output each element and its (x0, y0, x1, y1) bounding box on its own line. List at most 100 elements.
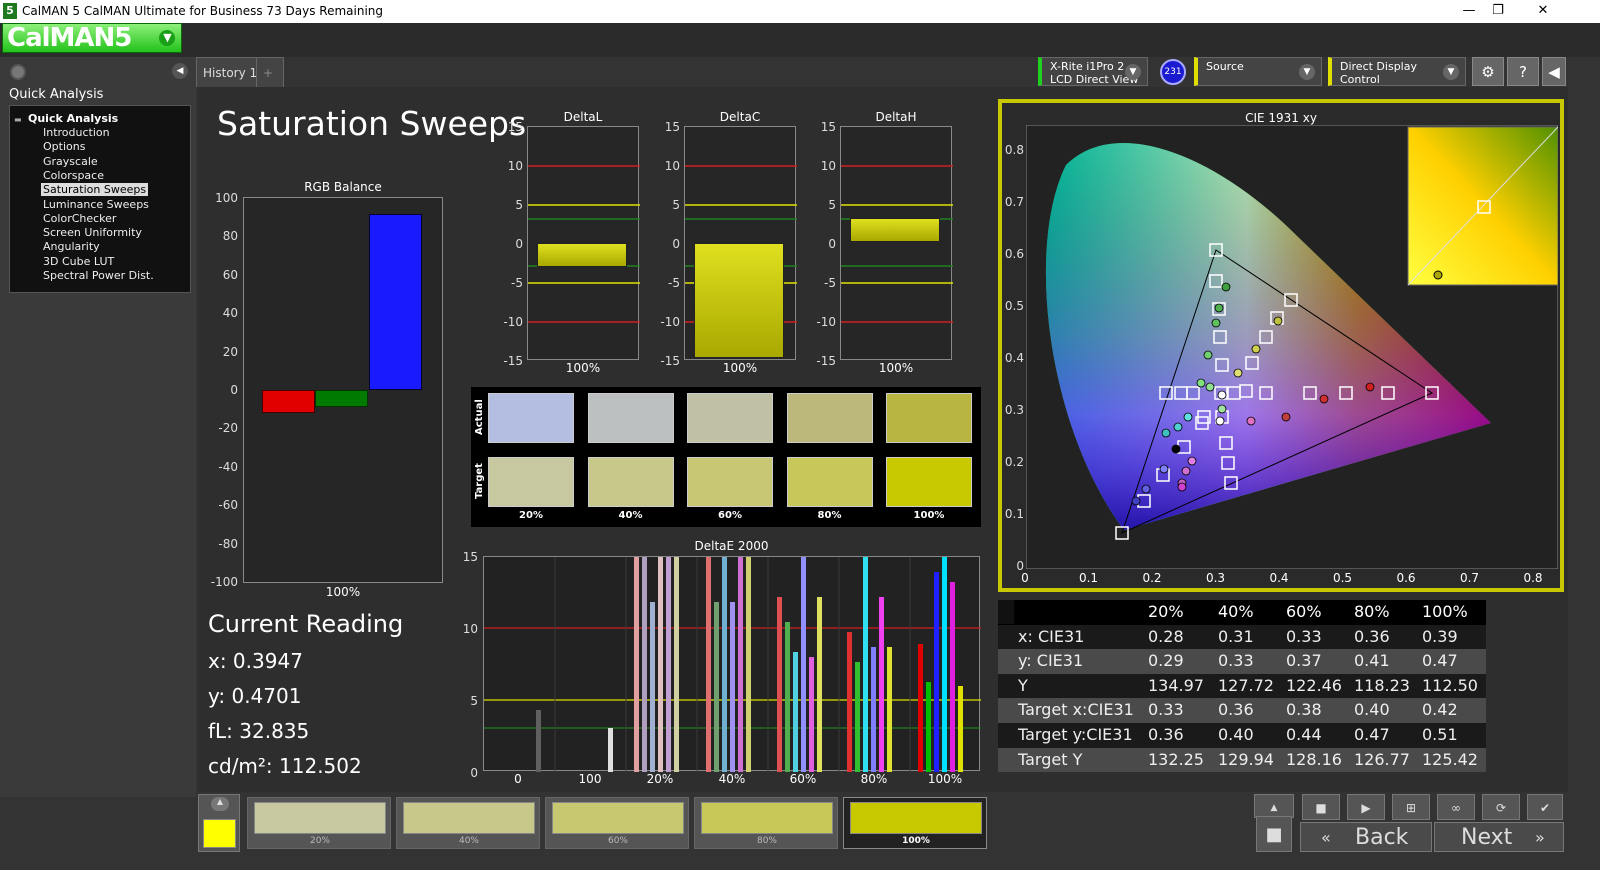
rgb-ytick: -100 (210, 575, 238, 589)
rgb-ytick: -40 (218, 459, 238, 474)
table-row: Target Y 132.25 129.94 128.16 126.77 125.42 (998, 747, 1486, 773)
cie-measurement-points (1115, 243, 1439, 540)
cie-xtick: 0.6 (1396, 571, 1416, 585)
deltae-bar (730, 602, 735, 772)
target-marker (1339, 386, 1353, 400)
target-marker (1381, 386, 1395, 400)
tab-history-1[interactable]: History 1 (196, 57, 265, 87)
patch-selector-40[interactable]: 40% (396, 797, 540, 849)
sidebar-item[interactable]: Grayscale (43, 154, 98, 168)
calman-logo-menu[interactable]: CalMAN5 ▼ (2, 23, 182, 53)
target-marker (1215, 358, 1229, 372)
current-y: y: 0.4701 (208, 684, 302, 708)
collapse-sidebar-button[interactable]: ◀ (172, 63, 188, 79)
target-marker (1284, 293, 1298, 307)
stop-icon[interactable]: ■ (1256, 816, 1292, 852)
workflow-knob-icon[interactable] (10, 64, 26, 80)
table-row: Y 134.97 127.72 122.46 118.23 112.50 (998, 673, 1486, 699)
chevron-up-icon[interactable]: ▲ (211, 797, 229, 811)
actual-marker (1214, 303, 1224, 313)
target-marker (1224, 476, 1238, 490)
actual-marker (1365, 382, 1375, 392)
read-series-icon[interactable]: ⊞ (1392, 794, 1430, 820)
sidebar-item[interactable]: Colorspace (43, 168, 104, 182)
deltae-plot (483, 556, 981, 772)
chevron-up-icon[interactable]: ▲ (1254, 794, 1294, 818)
close-button[interactable]: ✕ (1537, 3, 1549, 18)
tree-root[interactable]: Quick Analysis (28, 112, 119, 125)
rgb-ytick: 100 (215, 191, 238, 205)
table-cell: 0.31 (1218, 626, 1254, 646)
help-icon[interactable]: ? (1507, 57, 1539, 86)
sidebar-item[interactable]: 3D Cube LUT (43, 254, 115, 268)
deltae-bar (536, 710, 541, 772)
continuous-read-icon[interactable]: ∞ (1437, 794, 1475, 820)
table-header-row: 20% 40% 60% 80% 100% (998, 600, 1486, 625)
sidebar-item[interactable]: Saturation Sweeps (41, 183, 149, 197)
deltae-bar (634, 557, 639, 772)
table-cell: 0.36 (1148, 725, 1184, 744)
table-cell: 127.72 (1218, 675, 1274, 695)
target-marker (1221, 456, 1235, 470)
sidebar-item[interactable]: Introduction (43, 126, 110, 139)
sidebar-item[interactable]: Screen Uniformity (43, 226, 142, 240)
delta-ytick: -10 (660, 315, 680, 329)
collapse-right-icon[interactable]: ◀ (1542, 57, 1566, 86)
stop-measure-icon[interactable]: ■ (1302, 794, 1340, 820)
table-cell: 0.39 (1422, 626, 1458, 646)
settings-gear-icon[interactable]: ⚙ (1472, 57, 1504, 86)
checkmark-icon[interactable]: ✔ (1527, 794, 1563, 820)
next-button[interactable]: Next » (1434, 822, 1564, 852)
sidebar-item[interactable]: Options (43, 140, 86, 154)
patch-selector-80[interactable]: 80% (694, 797, 838, 849)
patch-color (850, 802, 982, 834)
actual-marker (1181, 466, 1191, 476)
sidebar-item[interactable]: ColorChecker (43, 211, 117, 225)
display-control-selector[interactable]: Direct Display Control ▼ (1328, 57, 1466, 86)
patch-selector-100[interactable]: 100% (843, 797, 987, 849)
actual-marker (1159, 464, 1169, 474)
delta-ytick: 10 (820, 159, 836, 173)
deltae-ytick: 10 (462, 622, 478, 636)
target-swatch (687, 457, 773, 507)
table-row: x: CIE31 0.28 0.31 0.33 0.36 0.39 (998, 624, 1486, 650)
patch-selector-60[interactable]: 60% (545, 797, 689, 849)
delta-ytick: -15 (660, 354, 680, 368)
table-cell: 0.33 (1148, 700, 1184, 720)
patch-label: 60% (607, 836, 628, 846)
target-marker (1259, 330, 1273, 344)
add-tab-button[interactable]: + (256, 57, 284, 87)
current-patch-panel: ▲ (198, 794, 240, 852)
green-balance-bar (315, 390, 368, 407)
meter-selector[interactable]: X-Rite i1Pro 2 LCD Direct View ▼ (1038, 57, 1148, 86)
cie-xtick: 0.1 (1078, 571, 1099, 585)
maximize-button[interactable]: ❐ (1492, 3, 1504, 18)
deltae-bar (942, 557, 947, 772)
actual-marker (1319, 394, 1329, 404)
gamut-triangle (1121, 249, 1434, 534)
patch-selector-20[interactable]: 20% (247, 797, 391, 849)
back-button[interactable]: « Back (1300, 822, 1432, 852)
minimize-button[interactable]: — (1462, 3, 1476, 18)
patch-label: 100% (902, 836, 930, 846)
refresh-icon[interactable]: ⟳ (1482, 794, 1520, 820)
meter-badge[interactable]: 231 (1160, 59, 1186, 85)
cie-ytick: 0.2 (1004, 455, 1024, 469)
actual-marker (1281, 412, 1291, 422)
rgb-ytick: 0 (230, 383, 238, 397)
red-balance-bar (262, 390, 315, 413)
sidebar-item[interactable]: Angularity (43, 240, 100, 254)
actual-marker (1205, 382, 1215, 392)
source-selector[interactable]: Source ▼ (1194, 57, 1322, 86)
back-arrow-icon: « (1321, 828, 1331, 847)
rgb-ytick: -80 (218, 536, 238, 551)
sidebar-item[interactable]: Luminance Sweeps (43, 197, 149, 211)
table-cell: 132.25 (1148, 749, 1204, 769)
target-swatch (886, 457, 972, 507)
actual-marker (1246, 416, 1256, 426)
table-cell: 0.36 (1354, 626, 1390, 646)
sidebar-item[interactable]: Spectral Power Dist. (43, 269, 154, 282)
table-header: 80% (1354, 602, 1390, 621)
play-measure-icon[interactable]: ▶ (1347, 794, 1385, 820)
collapse-tree-icon[interactable]: ▬ (14, 115, 22, 124)
